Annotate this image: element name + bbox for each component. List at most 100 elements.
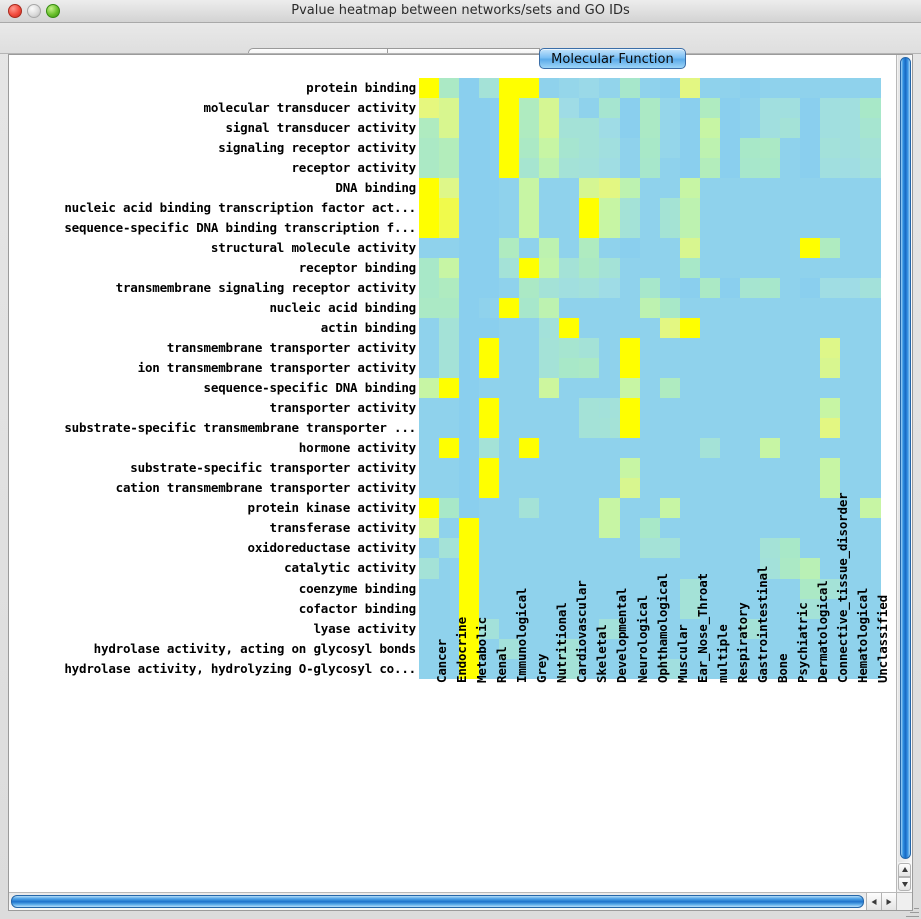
heatmap-cell[interactable] [599, 418, 621, 439]
heatmap-cell[interactable] [539, 218, 560, 239]
heatmap-cell[interactable] [799, 638, 821, 660]
heatmap-cell[interactable] [439, 78, 460, 99]
heatmap-cell[interactable] [759, 578, 781, 600]
heatmap-cell[interactable] [759, 298, 781, 319]
heatmap-cell[interactable] [419, 438, 440, 459]
heatmap-cell[interactable] [459, 458, 480, 479]
heatmap-cell[interactable] [519, 558, 540, 580]
vertical-scroll-thumb[interactable] [900, 57, 911, 859]
heatmap-cell[interactable] [759, 478, 781, 499]
heatmap-cell[interactable] [820, 358, 841, 379]
heatmap-cell[interactable] [599, 318, 621, 339]
heatmap-cell[interactable] [860, 298, 881, 319]
heatmap-cell[interactable] [619, 118, 641, 139]
heatmap-cell[interactable] [539, 578, 560, 600]
heatmap-cell[interactable] [479, 558, 500, 580]
heatmap-cell[interactable] [759, 598, 781, 620]
heatmap-cell[interactable] [599, 158, 621, 179]
heatmap-cell[interactable] [820, 518, 841, 540]
heatmap-cell[interactable] [860, 258, 881, 279]
heatmap-cell[interactable] [539, 138, 560, 159]
heatmap-cell[interactable] [419, 478, 440, 499]
heatmap-cell[interactable] [779, 198, 801, 219]
heatmap-cell[interactable] [679, 438, 701, 459]
heatmap-cell[interactable] [719, 298, 741, 319]
heatmap-cell[interactable] [659, 618, 681, 640]
heatmap-cell[interactable] [539, 458, 560, 479]
heatmap-cell[interactable] [779, 138, 801, 159]
heatmap-cell[interactable] [559, 538, 580, 560]
heatmap-cell[interactable] [419, 318, 440, 339]
heatmap-cell[interactable] [439, 478, 460, 499]
heatmap-cell[interactable] [659, 538, 681, 560]
heatmap-cell[interactable] [419, 598, 440, 620]
heatmap-cell[interactable] [820, 278, 841, 299]
heatmap-cell[interactable] [519, 118, 540, 139]
heatmap-cell[interactable] [759, 438, 781, 459]
heatmap-cell[interactable] [419, 398, 440, 419]
heatmap-cell[interactable] [479, 98, 500, 119]
heatmap-cell[interactable] [559, 638, 580, 660]
heatmap-cell[interactable] [519, 458, 540, 479]
heatmap-cell[interactable] [840, 438, 861, 459]
heatmap-cell[interactable] [479, 298, 500, 319]
heatmap-cell[interactable] [719, 198, 741, 219]
heatmap-cell[interactable] [599, 618, 621, 640]
heatmap-cell[interactable] [840, 178, 861, 199]
heatmap-cell[interactable] [699, 98, 721, 119]
heatmap-cell[interactable] [840, 278, 861, 299]
heatmap-cell[interactable] [699, 558, 721, 580]
heatmap-cell[interactable] [659, 178, 681, 199]
heatmap-cell[interactable] [779, 338, 801, 359]
heatmap-cell[interactable] [659, 198, 681, 219]
heatmap-cell[interactable] [639, 598, 661, 620]
heatmap-cell[interactable] [419, 518, 440, 540]
heatmap-cell[interactable] [499, 278, 520, 299]
heatmap-cell[interactable] [479, 438, 500, 459]
heatmap-cell[interactable] [719, 398, 741, 419]
heatmap-cell[interactable] [459, 558, 480, 580]
heatmap-cell[interactable] [579, 138, 601, 159]
heatmap-cell[interactable] [820, 378, 841, 399]
heatmap-cell[interactable] [799, 598, 821, 620]
heatmap-cell[interactable] [679, 158, 701, 179]
heatmap-cell[interactable] [639, 538, 661, 560]
heatmap-cell[interactable] [820, 138, 841, 159]
heatmap-cell[interactable] [419, 278, 440, 299]
heatmap-cell[interactable] [599, 118, 621, 139]
heatmap-cell[interactable] [840, 98, 861, 119]
horizontal-scrollbar[interactable] [9, 892, 912, 910]
heatmap-cell[interactable] [579, 258, 601, 279]
heatmap-cell[interactable] [499, 478, 520, 499]
heatmap-cell[interactable] [639, 498, 661, 520]
heatmap-cell[interactable] [679, 318, 701, 339]
heatmap-cell[interactable] [459, 78, 480, 99]
heatmap-cell[interactable] [699, 538, 721, 560]
heatmap-cell[interactable] [679, 298, 701, 319]
heatmap-cell[interactable] [719, 478, 741, 499]
heatmap-cell[interactable] [579, 278, 601, 299]
heatmap-cell[interactable] [479, 598, 500, 620]
heatmap-cell[interactable] [739, 538, 761, 560]
heatmap-cell[interactable] [559, 398, 580, 419]
heatmap-cell[interactable] [599, 378, 621, 399]
heatmap-cell[interactable] [779, 598, 801, 620]
heatmap-cell[interactable] [579, 378, 601, 399]
heatmap-cell[interactable] [679, 258, 701, 279]
heatmap-cell[interactable] [619, 218, 641, 239]
heatmap-cell[interactable] [499, 378, 520, 399]
heatmap-cell[interactable] [419, 578, 440, 600]
heatmap-cell[interactable] [539, 158, 560, 179]
heatmap-cell[interactable] [519, 278, 540, 299]
heatmap-cell[interactable] [559, 78, 580, 99]
heatmap-cell[interactable] [579, 158, 601, 179]
heatmap-cell[interactable] [539, 498, 560, 520]
heatmap-cell[interactable] [659, 98, 681, 119]
minimize-button[interactable] [27, 4, 41, 18]
heatmap-cell[interactable] [699, 198, 721, 219]
heatmap-cell[interactable] [479, 118, 500, 139]
heatmap-cell[interactable] [499, 358, 520, 379]
heatmap-cell[interactable] [779, 498, 801, 520]
heatmap-cell[interactable] [559, 158, 580, 179]
heatmap-cell[interactable] [679, 478, 701, 499]
